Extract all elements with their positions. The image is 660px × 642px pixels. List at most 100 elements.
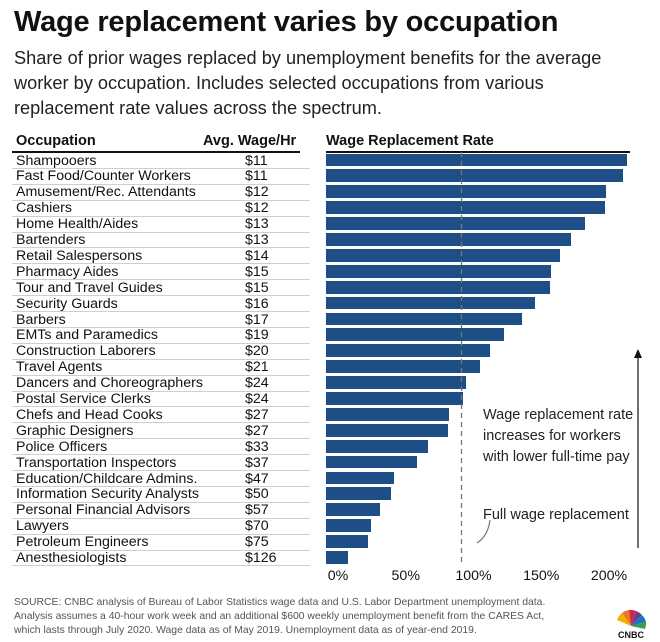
avg-wage-value: $15	[245, 279, 269, 296]
footnote-line-1: SOURCE: CNBC analysis of Bureau of Labor…	[14, 597, 546, 608]
row-divider	[12, 247, 310, 249]
chart-header-rule	[326, 151, 630, 153]
occupation-label: Education/Childcare Admins.	[16, 470, 198, 487]
occupation-label: Pharmacy Aides	[16, 263, 119, 280]
row-divider	[12, 422, 310, 424]
avg-wage-value: $47	[245, 470, 269, 487]
avg-wage-value: $13	[245, 216, 269, 233]
occupation-label: Police Officers	[16, 438, 108, 455]
replacement-rate-bar	[326, 439, 428, 453]
occupation-label: Information Security Analysts	[16, 486, 199, 503]
occupation-label: Cashiers	[16, 200, 72, 217]
row-divider	[12, 215, 310, 217]
occupation-label: Graphic Designers	[16, 422, 134, 439]
occupation-label: Construction Laborers	[16, 343, 156, 360]
occupation-label: Travel Agents	[16, 359, 103, 376]
occupation-label: Dancers and Choreographers	[16, 375, 203, 392]
replacement-rate-bar	[326, 360, 481, 374]
x-tick-label: 200%	[590, 568, 628, 584]
chart-subtitle: Share of prior wages replaced by unemplo…	[14, 48, 602, 118]
occupation-label: Tour and Travel Guides	[16, 279, 163, 296]
replacement-rate-bar	[326, 201, 606, 215]
x-tick-label: 50%	[391, 568, 420, 584]
x-tick-label: 150%	[523, 568, 560, 584]
chart-title: Wage replacement varies by occupation	[14, 6, 559, 38]
full-replacement-pointer	[476, 519, 491, 544]
replacement-rate-bar	[326, 471, 394, 485]
avg-wage-value: $33	[245, 438, 269, 455]
replacement-rate-bar	[326, 217, 585, 230]
occupation-label: Petroleum Engineers	[16, 534, 149, 551]
avg-wage-value: $15	[245, 263, 269, 280]
row-divider	[12, 485, 310, 487]
row-divider	[12, 263, 310, 265]
full-replacement-annotation: Full wage replacement	[483, 507, 629, 523]
replacement-rate-bar	[326, 392, 463, 405]
avg-wage-value: $14	[245, 247, 269, 264]
avg-wage-value: $24	[245, 375, 269, 392]
footnote-line-3: which lasts through July 2020. Wage data…	[14, 625, 477, 636]
occupation-label: Anesthesiologists	[16, 550, 127, 566]
avg-wage-value: $27	[245, 406, 269, 423]
row-divider	[12, 565, 310, 567]
replacement-rate-bar	[326, 535, 368, 548]
replacement-rate-bar	[326, 407, 450, 421]
row-divider	[12, 342, 310, 344]
occupation-column-header: Occupation	[16, 133, 96, 149]
avg-wage-value: $75	[245, 534, 269, 551]
x-tick-label: 0%	[327, 568, 349, 584]
avg-wage-value: $12	[245, 184, 269, 201]
avg-wage-value: $37	[245, 454, 269, 471]
avg-wage-value: $19	[245, 327, 269, 344]
avg-wage-value: $24	[245, 391, 269, 407]
row-divider	[12, 517, 310, 519]
replacement-rate-bar	[326, 248, 561, 262]
replacement-rate-bar	[326, 153, 627, 167]
occupation-label: Fast Food/Counter Workers	[16, 168, 191, 185]
occupation-label: Shampooers	[16, 152, 97, 169]
avg-wage-value: $57	[245, 502, 269, 519]
replacement-rate-bar	[326, 551, 348, 564]
avg-wage-value: $20	[245, 343, 269, 360]
source-footnote: SOURCE: CNBC analysis of Bureau of Labor…	[14, 596, 606, 638]
replacement-rate-bar	[326, 423, 448, 437]
avg-wage-value: $126	[245, 550, 277, 566]
occupation-label: Retail Salespersons	[16, 247, 143, 264]
occupation-label: Transportation Inspectors	[16, 454, 177, 471]
table-header-rule	[12, 151, 300, 153]
row-divider	[12, 406, 310, 408]
row-divider	[12, 390, 310, 392]
trend-annotation-line-2: increases for workers	[483, 428, 621, 444]
rate-column-header: Wage Replacement Rate	[326, 133, 494, 149]
cnbc-peacock-logo: CNBC	[617, 609, 647, 640]
row-divider	[12, 533, 310, 535]
occupation-label: Personal Financial Advisors	[16, 502, 191, 519]
replacement-rate-bar	[326, 455, 417, 469]
trend-arrow-head	[634, 349, 642, 358]
avg-wage-value: $11	[245, 152, 268, 169]
replacement-rate-bar	[326, 519, 371, 533]
replacement-rate-bar	[326, 296, 535, 310]
row-divider	[12, 438, 310, 440]
trend-annotation-line-3: with lower full-time pay	[483, 449, 630, 465]
avg-wage-value: $17	[245, 311, 269, 328]
replacement-rate-bar	[326, 264, 551, 278]
avg-wage-value: $12	[245, 200, 269, 217]
footnote-line-2: Analysis assumes a 40-hour work week and…	[14, 611, 545, 622]
replacement-rate-bar	[326, 503, 381, 517]
avg-wage-value: $50	[245, 486, 269, 503]
replacement-rate-bar	[326, 233, 572, 246]
replacement-rate-bar	[326, 280, 550, 294]
row-divider	[12, 326, 310, 328]
trend-annotation-line-1: Wage replacement rate	[483, 407, 634, 423]
row-divider	[12, 470, 310, 471]
row-divider	[12, 199, 310, 201]
trend-annotation: Wage replacement rate increases for work…	[483, 405, 633, 468]
replacement-rate-bar	[326, 487, 392, 501]
cnbc-logo-text: CNBC	[618, 630, 644, 640]
avg-wage-value: $21	[245, 359, 269, 376]
avg-wage-value: $13	[245, 232, 269, 248]
x-tick-label: 100%	[455, 568, 492, 584]
occupation-label: EMTs and Paramedics	[16, 327, 158, 344]
